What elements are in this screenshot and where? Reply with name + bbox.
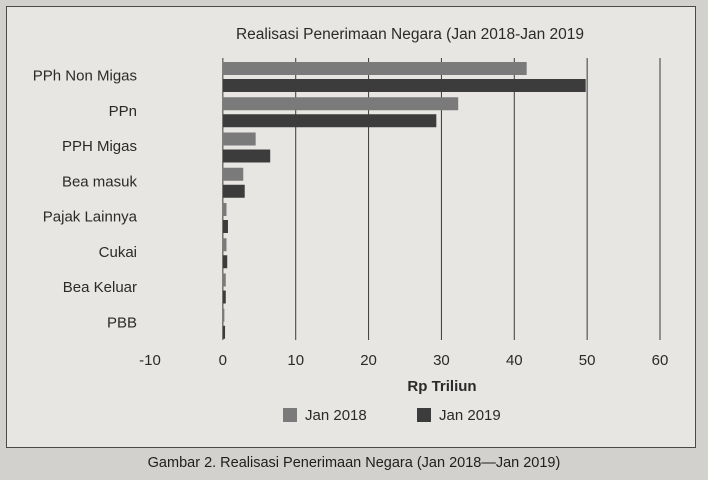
x-tick-label: 60: [652, 352, 669, 369]
x-tick-label: 0: [219, 352, 227, 369]
category-label: PPH Migas: [62, 138, 137, 155]
category-label: Bea masuk: [62, 173, 138, 190]
bar-jan-2018: [222, 203, 227, 216]
bar-jan-2019: [222, 290, 226, 304]
bar-jan-2018: [222, 238, 227, 252]
legend-swatch: [283, 408, 297, 422]
category-label: Cukai: [99, 244, 137, 261]
x-tick-label: 10: [287, 352, 304, 369]
bar-jan-2019: [222, 220, 228, 233]
legend-swatch: [417, 408, 431, 422]
x-axis-title: Rp Triliun: [407, 378, 476, 395]
category-label: PPh Non Migas: [33, 68, 137, 85]
bar-jan-2018: [222, 62, 527, 75]
legend-label: Jan 2019: [439, 407, 501, 424]
bar-jan-2019: [222, 184, 245, 198]
bar-jan-2019: [222, 79, 586, 92]
chart-title: Realisasi Penerimaan Negara (Jan 2018-Ja…: [236, 26, 584, 43]
bar-jan-2018: [222, 97, 459, 111]
x-tick-label: -10: [139, 352, 161, 369]
bar-jan-2018: [222, 308, 225, 322]
bar-chart: Realisasi Penerimaan Negara (Jan 2018-Ja…: [33, 26, 669, 424]
category-label: PPn: [109, 103, 137, 120]
bar-jan-2018: [222, 273, 226, 287]
x-tick-label: 30: [433, 352, 450, 369]
figure-caption: Gambar 2. Realisasi Penerimaan Negara (J…: [147, 455, 561, 471]
bar-jan-2019: [222, 325, 226, 339]
bar-jan-2019: [222, 149, 271, 163]
x-tick-label: 40: [506, 352, 523, 369]
bar-jan-2018: [222, 132, 256, 146]
category-label: Bea Keluar: [63, 279, 137, 296]
legend-label: Jan 2018: [305, 407, 367, 424]
bar-jan-2019: [222, 114, 437, 128]
category-label: Pajak Lainnya: [43, 209, 138, 226]
x-tick-label: 20: [360, 352, 377, 369]
bar-jan-2019: [222, 255, 228, 269]
x-tick-label: 50: [579, 352, 596, 369]
category-label: PBB: [107, 314, 137, 331]
bar-jan-2018: [222, 167, 244, 181]
